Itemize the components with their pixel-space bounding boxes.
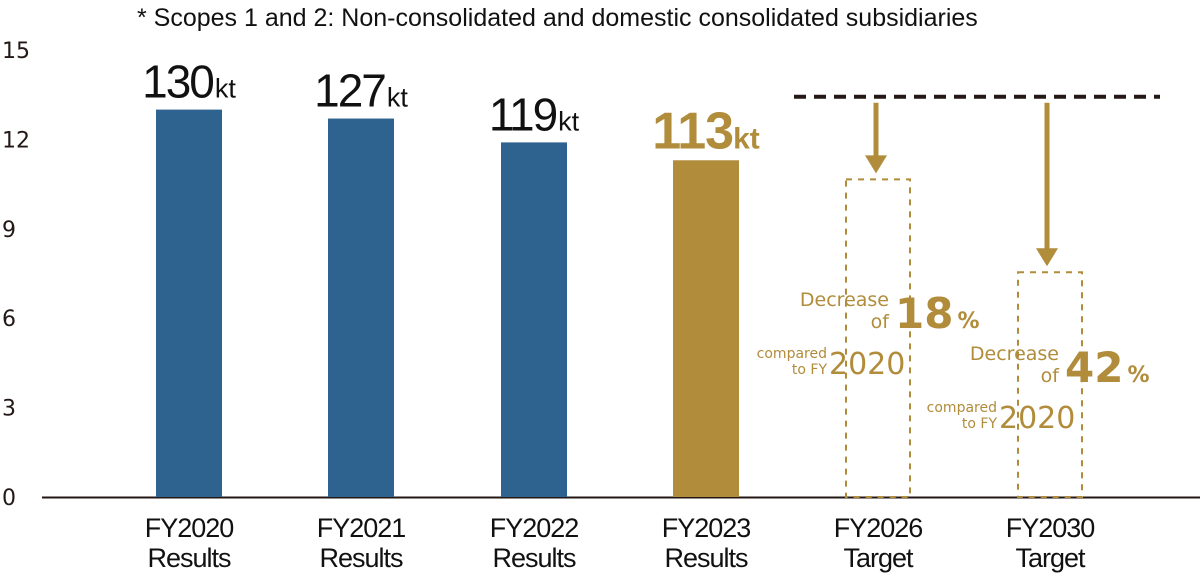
- annotation-year: 2020: [999, 401, 1075, 436]
- annotation-decrease: Decrease: [800, 289, 889, 311]
- x-category-line1: FY2023: [662, 513, 751, 543]
- target-box-fy2026: [845, 178, 911, 498]
- x-category-line1: FY2021: [317, 513, 406, 543]
- y-tick-label: 3: [2, 397, 16, 422]
- y-tick-label: 6: [2, 307, 16, 332]
- y-tick-label: 9: [2, 218, 16, 243]
- value-label: 130kt: [142, 56, 236, 108]
- reference-line-layer: [794, 94, 1160, 267]
- bar-fy2021: [328, 118, 394, 497]
- scope-note: * Scopes 1 and 2: Non-consolidated and d…: [137, 4, 978, 32]
- value-label-number: 130: [142, 56, 213, 108]
- annotation-decrease: Decrease: [970, 343, 1059, 365]
- decrease-arrow-head: [1036, 248, 1058, 267]
- x-category-line1: FY2030: [1006, 513, 1095, 543]
- value-label-unit: kt: [215, 74, 237, 104]
- value-label-number: 127: [314, 65, 385, 117]
- annotation-to-fy: to FY: [792, 362, 828, 378]
- annotation-year: 2020: [829, 347, 905, 382]
- x-category-line1: FY2022: [490, 513, 579, 543]
- x-category-line1: FY2020: [145, 513, 234, 543]
- y-axis: 0 3 6 9 12 15: [2, 39, 1200, 511]
- value-label: 127kt: [314, 65, 408, 117]
- value-label-number: 119: [489, 88, 557, 140]
- value-label-unit: kt: [733, 122, 760, 155]
- decrease-arrow-head: [865, 155, 887, 174]
- y-tick-label: 15: [2, 39, 30, 64]
- value-label: 113kt: [652, 102, 760, 160]
- x-category-line2: Results: [664, 543, 748, 573]
- value-label-number: 113: [652, 102, 733, 160]
- value-label-unit: kt: [558, 106, 580, 136]
- x-category-line2: Target: [1015, 543, 1086, 573]
- annotation-of: of: [1041, 365, 1061, 387]
- y-tick-label: 12: [2, 128, 30, 153]
- value-label-unit: kt: [387, 83, 409, 113]
- annotation-percent-sign: %: [957, 309, 979, 334]
- x-category-line2: Results: [147, 543, 231, 573]
- x-axis: FY2020ResultsFY2021ResultsFY2022ResultsF…: [145, 513, 1096, 573]
- annotation-compared: compared: [927, 400, 997, 416]
- y-tick-label: 0: [2, 486, 16, 511]
- x-category-line2: Results: [492, 543, 576, 573]
- annotation-percent: 18%: [895, 289, 980, 338]
- annotation-percent-value: 42: [1065, 343, 1123, 392]
- bar-fy2023: [673, 160, 739, 497]
- annotation-percent-sign: %: [1127, 363, 1149, 388]
- annotation-percent-value: 18: [895, 289, 953, 338]
- bar-fy2022: [501, 142, 567, 497]
- x-category-line1: FY2026: [834, 513, 923, 543]
- bars-layer: [156, 109, 1083, 499]
- annotation-of: of: [871, 311, 891, 333]
- annotation-percent: 42%: [1065, 343, 1150, 392]
- annotation-compared: compared: [757, 346, 827, 362]
- x-category-line2: Results: [319, 543, 403, 573]
- x-category-line2: Target: [843, 543, 914, 573]
- value-label: 119kt: [489, 88, 580, 140]
- annotation-to-fy: to FY: [962, 416, 998, 432]
- bar-fy2020: [156, 109, 222, 497]
